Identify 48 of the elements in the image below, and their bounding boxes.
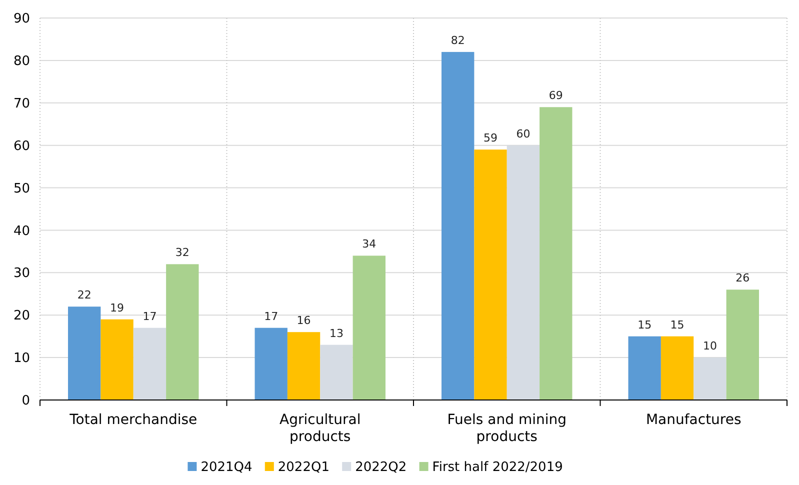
y-tick-label: 40: [13, 224, 30, 239]
bar: [287, 332, 320, 400]
data-label: 15: [670, 318, 684, 332]
y-tick-label: 20: [13, 308, 30, 324]
data-label: 10: [702, 340, 717, 353]
bar: [628, 336, 661, 400]
data-label: 19: [110, 301, 124, 314]
data-label: 16: [296, 314, 311, 328]
y-tick-label: 60: [13, 138, 30, 154]
y-tick-label: 50: [13, 181, 30, 196]
data-label: 82: [450, 34, 465, 47]
data-label: 69: [548, 89, 563, 102]
data-label: 22: [77, 288, 92, 302]
y-tick-label: 70: [13, 96, 30, 112]
data-label: 13: [329, 326, 344, 340]
bar: [352, 256, 386, 400]
y-tick-label: 30: [13, 266, 30, 282]
y-tick-label: 0: [22, 394, 30, 409]
data-label: 26: [736, 272, 750, 285]
data-label: 15: [638, 318, 652, 332]
bar: [320, 344, 353, 400]
bar: [254, 328, 288, 400]
legend-label: 2022Q1: [278, 460, 330, 475]
bar: [474, 150, 507, 400]
bar: [540, 107, 572, 400]
bar: [442, 52, 474, 400]
data-label: 17: [142, 310, 157, 323]
bar: [166, 264, 199, 400]
legend-label: 2022Q2: [355, 460, 407, 475]
bar: [726, 290, 759, 400]
bar: [68, 306, 101, 400]
data-label: 32: [175, 246, 190, 260]
x-tick-label: Agricultural products: [280, 412, 361, 445]
data-label: 17: [264, 310, 278, 323]
x-tick-label: Manufactures: [646, 412, 742, 428]
bar: [133, 328, 166, 400]
legend-label: First half 2022/2019: [432, 460, 563, 475]
y-tick-label: 10: [13, 351, 30, 366]
x-tick-label: Fuels and mining products: [447, 412, 566, 445]
bar: [100, 319, 134, 400]
bar: [660, 336, 694, 400]
legend-label: 2021Q4: [200, 460, 252, 475]
data-label: 60: [516, 127, 530, 140]
data-label: 59: [484, 132, 498, 145]
data-label: 34: [362, 238, 376, 251]
x-tick-label: Total merchandise: [68, 412, 198, 428]
y-tick-label: 90: [13, 12, 30, 27]
y-tick-label: 80: [13, 54, 30, 69]
